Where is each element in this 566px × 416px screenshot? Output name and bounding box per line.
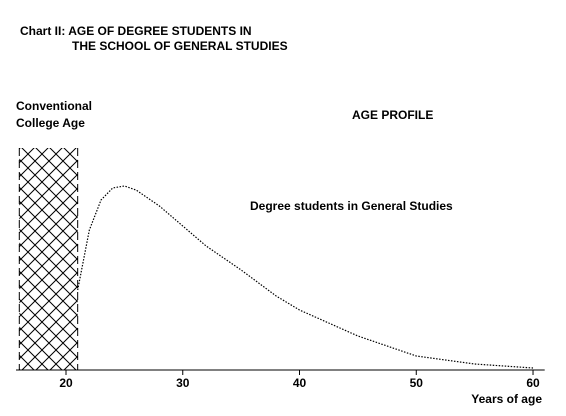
chart-title: Chart II: AGE OF DEGREE STUDENTS IN — [20, 24, 252, 38]
series-label: Degree students in General Studies — [250, 199, 453, 213]
series-line — [77, 185, 534, 369]
region-label: Conventional — [16, 99, 92, 113]
x-tick-label: 30 — [176, 376, 190, 390]
shaded-region — [19, 148, 78, 370]
x-axis-label: Years of age — [471, 392, 542, 406]
chart-title: THE SCHOOL OF GENERAL STUDIES — [72, 39, 288, 53]
x-tick-label: 20 — [59, 376, 73, 390]
annotation: AGE PROFILE — [352, 108, 433, 122]
x-tick-label: 60 — [526, 376, 540, 390]
x-tick-label: 40 — [293, 376, 307, 390]
region-label: College Age — [16, 116, 85, 130]
x-tick-label: 50 — [410, 376, 424, 390]
